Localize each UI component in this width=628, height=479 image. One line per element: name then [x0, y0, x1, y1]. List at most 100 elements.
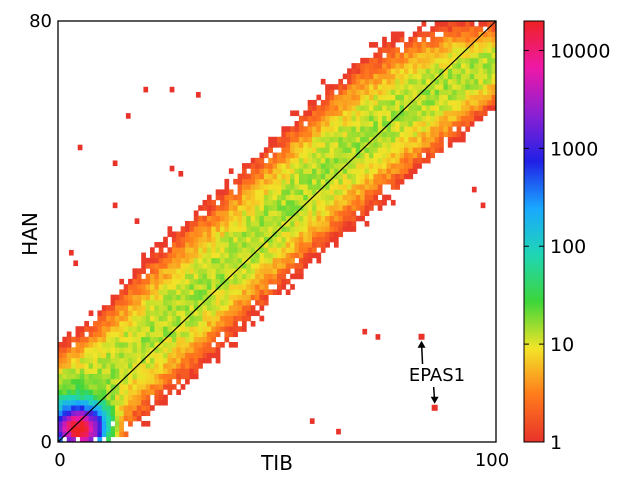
heatmap-cell	[320, 189, 326, 196]
heatmap-cell	[250, 163, 256, 169]
heatmap-cell	[390, 36, 396, 43]
heatmap-cell	[101, 305, 107, 311]
heatmap-cell	[163, 347, 168, 353]
heatmap-cell	[136, 384, 142, 390]
heatmap-cell	[382, 142, 387, 148]
heatmap-cell	[421, 68, 427, 74]
heatmap-cell	[202, 231, 208, 238]
heatmap-cell	[158, 368, 164, 374]
heatmap-cell	[395, 105, 400, 111]
heatmap-cell	[136, 352, 142, 359]
heatmap-cell	[316, 220, 322, 227]
heatmap-cell	[382, 199, 387, 206]
heatmap-cell	[390, 110, 396, 117]
heatmap-cell	[277, 194, 282, 201]
heatmap-cell	[421, 147, 427, 153]
heatmap-cell	[110, 315, 116, 322]
heatmap-cell	[364, 136, 370, 143]
heatmap-cell	[255, 289, 260, 295]
heatmap-cell	[141, 315, 146, 322]
heatmap-cell	[447, 36, 453, 43]
heatmap-cell	[312, 178, 317, 185]
heatmap-cell	[193, 268, 199, 274]
heatmap-cell	[386, 168, 392, 174]
heatmap-cell	[347, 199, 352, 206]
heatmap-cell	[246, 236, 252, 243]
heatmap-cell	[93, 368, 98, 374]
heatmap-cell	[373, 168, 379, 174]
heatmap-cell	[198, 205, 203, 211]
heatmap-cell	[390, 126, 396, 132]
heatmap-cell	[163, 320, 168, 327]
heatmap-cell	[246, 178, 252, 185]
heatmap-cell	[377, 205, 383, 211]
heatmap-cell	[355, 136, 361, 143]
heatmap-cell	[93, 352, 98, 359]
heatmap-cell	[482, 42, 488, 48]
heatmap-cell	[364, 84, 370, 90]
heatmap-cell	[285, 236, 291, 243]
heatmap-cell	[434, 78, 440, 85]
heatmap-cell	[62, 357, 68, 364]
heatmap-cell	[452, 99, 457, 106]
heatmap-cell	[158, 363, 164, 369]
heatmap-cell	[320, 173, 326, 180]
heatmap-cell	[71, 426, 76, 432]
heatmap-cell	[206, 268, 212, 274]
heatmap-cell	[333, 131, 339, 138]
heatmap-cell	[106, 320, 111, 327]
heatmap-cell	[185, 305, 190, 311]
heatmap-cell	[360, 147, 365, 153]
heatmap-cell	[97, 436, 103, 442]
heatmap-cell	[250, 278, 256, 285]
heatmap-cell	[145, 363, 151, 369]
heatmap-cell	[439, 89, 444, 96]
heatmap-cell	[430, 47, 436, 53]
heatmap-cell	[167, 294, 173, 301]
heatmap-cell	[281, 194, 287, 201]
heatmap-cell	[285, 199, 291, 206]
heatmap-cell	[62, 415, 68, 422]
heatmap-cell	[84, 378, 90, 385]
heatmap-cell	[347, 173, 352, 180]
heatmap-cell	[421, 73, 427, 80]
plot-frame	[57, 20, 497, 443]
heatmap-cell	[465, 68, 471, 74]
heatmap-cell	[185, 320, 190, 327]
heatmap-cell	[211, 205, 217, 211]
heatmap-cell	[399, 157, 405, 164]
heatmap-cell	[316, 210, 322, 217]
heatmap-cell	[145, 347, 151, 353]
heatmap-cell	[114, 399, 120, 406]
heatmap-cell	[377, 57, 383, 64]
heatmap-cell	[114, 294, 120, 301]
heatmap-cell	[377, 199, 383, 206]
heatmap-cell	[79, 373, 85, 380]
heatmap-cell	[430, 131, 436, 138]
heatmap-cell	[460, 94, 466, 101]
heatmap-cell	[412, 163, 418, 169]
heatmap-cell	[198, 231, 203, 238]
heatmap-cell	[368, 152, 374, 159]
heatmap-cell	[145, 305, 151, 311]
heatmap-cell	[154, 257, 160, 264]
heatmap-cell	[456, 110, 462, 117]
heatmap-cell	[290, 247, 295, 253]
heatmap-cell	[285, 142, 291, 148]
heatmap-cell	[333, 99, 339, 106]
heatmap-cell	[408, 84, 414, 90]
heatmap-cell	[412, 105, 418, 111]
heatmap-cell	[386, 142, 392, 148]
heatmap-cell	[325, 220, 330, 227]
heatmap-cell	[312, 252, 317, 259]
heatmap-cell	[408, 73, 414, 80]
heatmap-cell	[474, 52, 479, 59]
heatmap-cell	[163, 363, 168, 369]
heatmap-cell	[412, 36, 418, 43]
heatmap-cell	[110, 357, 116, 364]
heatmap-cell	[206, 299, 212, 306]
heatmap-cell	[487, 94, 492, 101]
heatmap-cell	[193, 263, 199, 269]
heatmap-cell	[255, 268, 260, 274]
heatmap-cell	[294, 131, 300, 138]
